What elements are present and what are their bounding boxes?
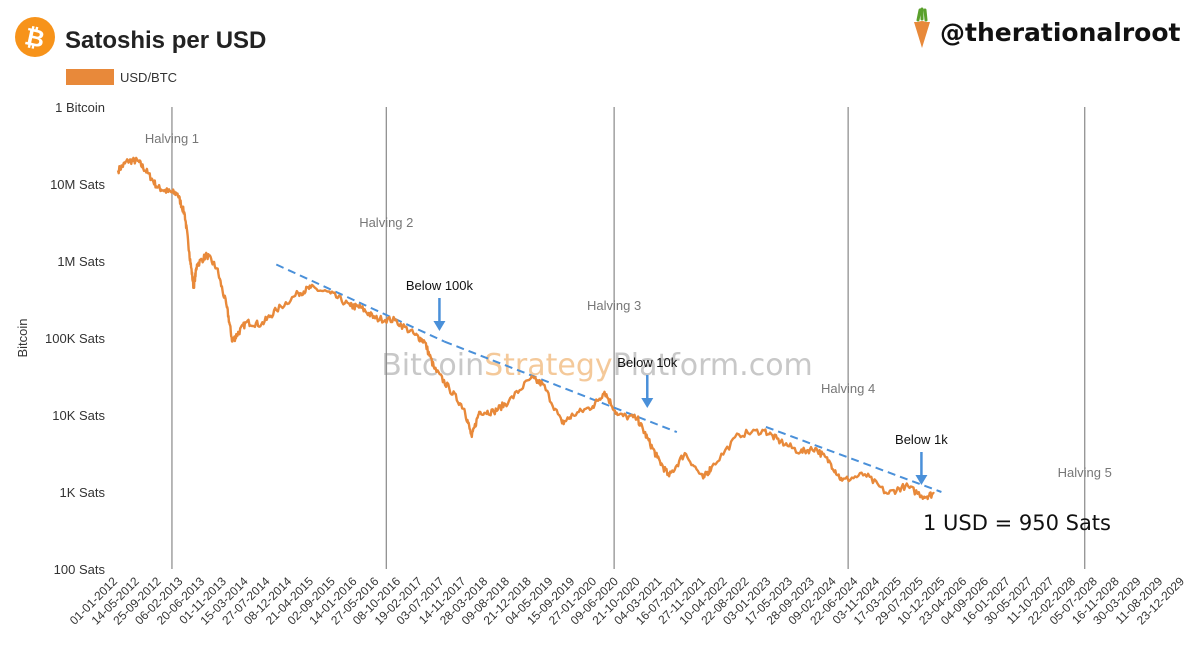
trend-lines [275,263,942,493]
y-tick-label: 10M Sats [50,177,105,192]
annotation-label: Below 1k [895,432,948,447]
y-axis-ticks: 1 Bitcoin 10M Sats 1M Sats 100K Sats 10K Sat… [45,100,105,577]
y-tick-label: 1M Sats [57,254,105,269]
y-tick-label: 1K Sats [59,485,105,500]
series-line-usd-btc [116,156,935,501]
bitcoin-logo-icon: ₿ [15,17,55,57]
y-tick-label: 100K Sats [45,331,105,346]
trend-line [275,263,445,343]
annotation-label: Below 100k [406,278,474,293]
y-tick-label: 1 Bitcoin [55,100,105,115]
trend-line [765,425,942,493]
carrot-icon [914,7,930,48]
watermark-part3: Platform.com [613,348,813,383]
halving-label: Halving 1 [145,131,199,146]
trend-line [443,340,678,434]
watermark-part2: Strategy [484,348,613,383]
annotation-label: Below 10k [617,355,677,370]
x-axis-ticks: 01-01-201214-05-201225-09-201206-02-2013… [67,574,1188,628]
halving-label: Halving 4 [821,381,875,396]
result-label: 1 USD = 950 Sats [923,511,1111,535]
legend-label: USD/BTC [120,70,177,85]
chart-title: Satoshis per USD [65,27,266,54]
y-axis-label: Bitcoin [15,318,30,357]
y-tick-label: 100 Sats [54,562,106,577]
annotation-arrow-head [433,321,446,331]
halving-label: Halving 3 [587,298,641,313]
annotations: Below 100k Below 10k Below 1k [406,278,948,485]
legend-swatch [66,69,114,85]
halving-label: Halving 5 [1058,465,1112,480]
halving-lines: Halving 1 Halving 2 Halving 3 Halving 4 Halv… [145,107,1112,569]
y-tick-label: 10K Sats [52,408,105,423]
watermark: BitcoinStrategyPlatform.com [381,348,813,383]
annotation-arrow-head [915,475,928,485]
annotation-arrow-head [641,398,654,408]
halving-label: Halving 2 [359,215,413,230]
handle-text: @therationalroot [940,18,1181,47]
